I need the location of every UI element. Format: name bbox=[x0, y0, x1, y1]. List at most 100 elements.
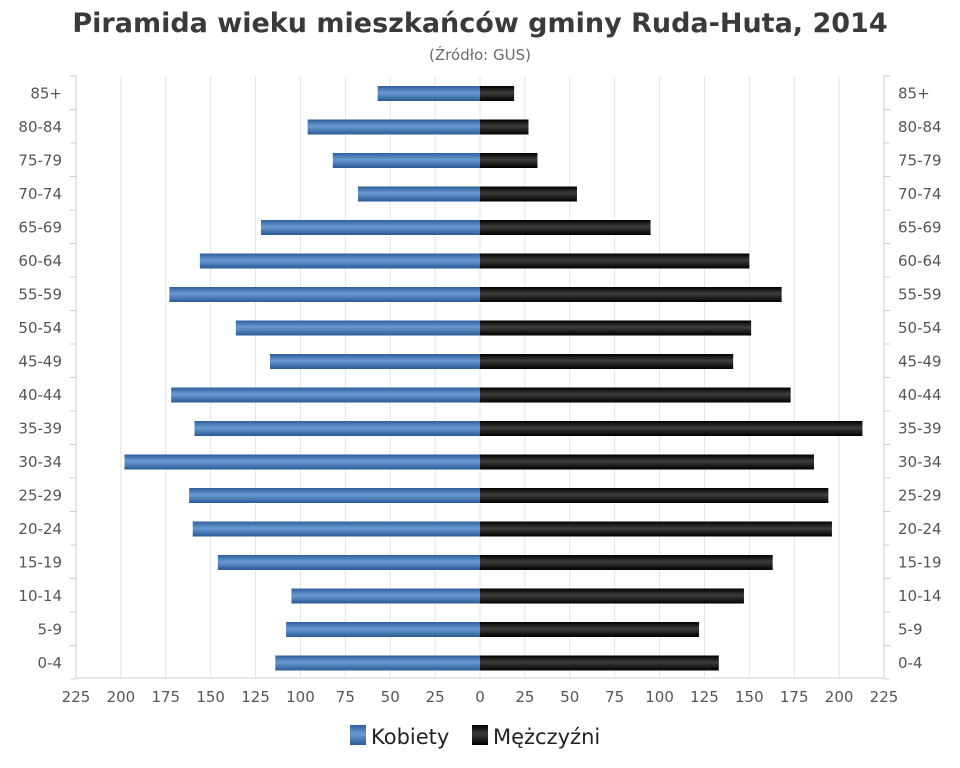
tick-labels: 85+ 85+ 80-84 80-84 75-79 75-79 70-74 70-74 65-6… bbox=[18, 85, 941, 707]
category-label-left: 55-59 bbox=[18, 286, 62, 304]
grid-lines bbox=[75, 76, 885, 678]
category-label-right: 60-64 bbox=[898, 252, 942, 270]
x-tick-label: 175 bbox=[780, 688, 809, 706]
category-label-right: 50-54 bbox=[898, 319, 942, 337]
bar-mezczyzni bbox=[480, 488, 829, 503]
x-tick-label: 100 bbox=[286, 688, 315, 706]
bar-kobiety bbox=[269, 354, 480, 369]
x-tick-label: 125 bbox=[690, 688, 719, 706]
bar-kobiety bbox=[307, 119, 480, 135]
bar-kobiety bbox=[235, 320, 480, 336]
category-label-right: 45-49 bbox=[898, 353, 942, 371]
category-label-left: 0-4 bbox=[38, 654, 63, 672]
bar-mezczyzni bbox=[480, 387, 791, 403]
category-label-left: 45-49 bbox=[18, 353, 62, 371]
x-tick-label: 200 bbox=[107, 688, 136, 706]
bar-kobiety bbox=[194, 421, 481, 436]
category-label-left: 70-74 bbox=[18, 185, 62, 203]
bar-kobiety bbox=[192, 521, 480, 537]
chart-subtitle: (Źródło: GUS) bbox=[429, 45, 531, 64]
bar-kobiety bbox=[217, 555, 481, 570]
bar-mezczyzni bbox=[480, 287, 782, 302]
x-tick-label: 75 bbox=[605, 688, 624, 706]
category-label-left: 75-79 bbox=[18, 152, 62, 170]
category-label-right: 35-39 bbox=[898, 420, 942, 438]
bar-mezczyzni bbox=[480, 253, 750, 269]
category-label-right: 55-59 bbox=[898, 286, 942, 304]
legend[interactable]: Kobiety Mężczyźni bbox=[350, 725, 600, 749]
category-label-right: 75-79 bbox=[898, 152, 942, 170]
category-label-left: 65-69 bbox=[18, 219, 62, 237]
x-tick-label: 150 bbox=[735, 688, 764, 706]
bar-kobiety bbox=[332, 153, 480, 168]
bar-mezczyzni bbox=[480, 320, 752, 336]
x-tick-label: 225 bbox=[62, 688, 91, 706]
bar-mezczyzni bbox=[480, 521, 832, 537]
bar-kobiety bbox=[377, 86, 480, 101]
bar-kobiety bbox=[357, 186, 480, 202]
bar-mezczyzni bbox=[480, 186, 577, 202]
category-label-left: 20-24 bbox=[18, 520, 62, 538]
bars bbox=[124, 86, 863, 671]
bar-mezczyzni bbox=[480, 354, 734, 369]
category-label-left: 25-29 bbox=[18, 487, 62, 505]
legend-item-mezczyzni[interactable]: Mężczyźni bbox=[472, 725, 600, 749]
category-label-right: 40-44 bbox=[898, 386, 942, 404]
bar-mezczyzni bbox=[480, 220, 651, 235]
bar-kobiety bbox=[171, 387, 481, 403]
category-label-left: 30-34 bbox=[18, 453, 62, 471]
bar-mezczyzni bbox=[480, 454, 814, 470]
x-tick-label: 50 bbox=[381, 688, 400, 706]
bar-kobiety bbox=[291, 588, 480, 604]
bar-kobiety bbox=[275, 655, 480, 671]
bar-mezczyzni bbox=[480, 153, 538, 168]
x-tick-label: 75 bbox=[336, 688, 355, 706]
x-tick-label: 50 bbox=[560, 688, 579, 706]
category-label-left: 40-44 bbox=[18, 386, 62, 404]
category-label-right: 30-34 bbox=[898, 453, 942, 471]
bar-kobiety bbox=[286, 622, 480, 637]
bar-mezczyzni bbox=[480, 421, 863, 436]
category-label-right: 5-9 bbox=[898, 621, 923, 639]
category-label-left: 85+ bbox=[30, 85, 62, 103]
category-label-right: 65-69 bbox=[898, 219, 942, 237]
category-label-left: 35-39 bbox=[18, 420, 62, 438]
x-tick-label: 175 bbox=[151, 688, 180, 706]
bar-mezczyzni bbox=[480, 555, 773, 570]
category-label-right: 15-19 bbox=[898, 554, 942, 572]
bar-kobiety bbox=[169, 287, 480, 302]
chart-title: Piramida wieku mieszkańców gminy Ruda-Hu… bbox=[72, 8, 887, 39]
bar-mezczyzni bbox=[480, 119, 529, 135]
x-tick-label: 0 bbox=[475, 688, 485, 706]
category-label-left: 50-54 bbox=[18, 319, 62, 337]
x-tick-label: 225 bbox=[870, 688, 899, 706]
legend-swatch-kobiety bbox=[350, 725, 366, 745]
category-label-right: 80-84 bbox=[898, 118, 942, 136]
category-label-left: 10-14 bbox=[18, 587, 62, 605]
bar-mezczyzni bbox=[480, 655, 719, 671]
legend-swatch-mezczyzni bbox=[472, 725, 488, 745]
category-label-right: 20-24 bbox=[898, 520, 942, 538]
category-label-right: 25-29 bbox=[898, 487, 942, 505]
category-label-left: 60-64 bbox=[18, 252, 62, 270]
x-tick-label: 200 bbox=[825, 688, 854, 706]
category-label-left: 80-84 bbox=[18, 118, 62, 136]
x-tick-label: 100 bbox=[645, 688, 674, 706]
x-tick-label: 25 bbox=[426, 688, 445, 706]
legend-item-kobiety[interactable]: Kobiety bbox=[350, 725, 449, 749]
bar-mezczyzni bbox=[480, 86, 515, 101]
bar-kobiety bbox=[260, 220, 480, 235]
bar-mezczyzni bbox=[480, 588, 744, 604]
category-label-right: 85+ bbox=[898, 85, 930, 103]
axes bbox=[70, 75, 890, 680]
bar-kobiety bbox=[189, 488, 480, 503]
legend-label-mezczyzni: Mężczyźni bbox=[493, 725, 600, 749]
category-label-left: 5-9 bbox=[38, 621, 63, 639]
bar-mezczyzni bbox=[480, 622, 700, 637]
category-label-right: 10-14 bbox=[898, 587, 942, 605]
x-tick-label: 125 bbox=[241, 688, 270, 706]
x-tick-label: 25 bbox=[515, 688, 534, 706]
bar-kobiety bbox=[199, 253, 481, 269]
